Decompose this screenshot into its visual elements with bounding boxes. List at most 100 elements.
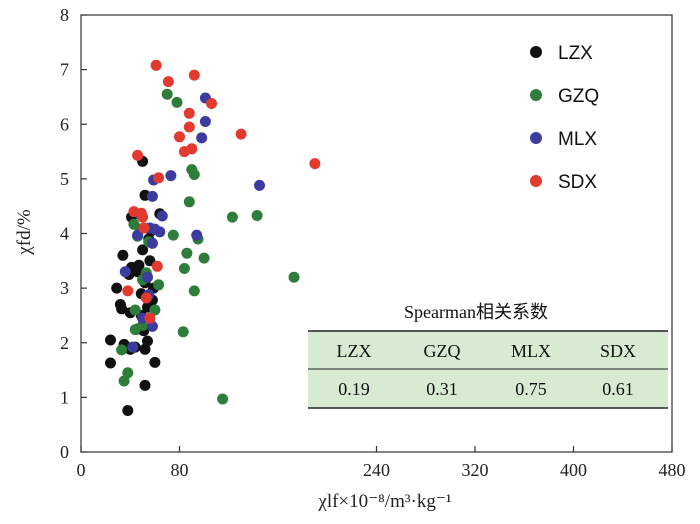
y-tick-label: 2 [60,333,69,353]
data-point-sdx [183,121,195,133]
data-point-gzq [153,279,165,291]
table-title: Spearman相关系数 [404,302,548,322]
data-point-sdx [150,59,162,71]
data-point-gzq [288,271,300,283]
data-point-sdx [235,128,247,140]
data-point-sdx [138,222,150,234]
data-point-mlx [127,341,139,353]
data-point-sdx [122,285,134,297]
x-tick-label: 0 [77,460,86,480]
legend-label-mlx: MLX [558,129,597,150]
table-header-sdx: SDX [600,341,636,361]
data-point-mlx [154,226,166,238]
data-point-sdx [144,312,156,324]
legend: LZX GZQ MLX SDX [530,43,599,193]
legend-item-sdx: SDX [530,172,597,193]
data-point-mlx [119,266,131,278]
data-point-sdx [132,149,144,161]
y-tick-label: 0 [60,442,69,462]
table-header-mlx: MLX [511,341,551,361]
data-point-sdx [151,260,163,272]
data-point-lzx [139,379,151,391]
x-tick-label: 480 [659,460,686,480]
data-point-gzq [226,211,238,223]
spearman-table: Spearman相关系数 LZX GZQ MLX SDX 0.19 0.31 0… [308,302,668,409]
data-point-sdx [309,158,321,170]
legend-marker-gzq [530,89,542,101]
data-point-gzq [198,252,210,264]
table-header-gzq: GZQ [424,341,461,361]
y-tick-label: 4 [60,224,69,244]
data-point-mlx [196,132,208,144]
data-point-sdx [183,107,195,119]
series-gzq [116,88,300,405]
data-point-sdx [188,69,200,81]
y-tick-label: 8 [60,5,69,25]
data-point-mlx [165,170,177,182]
data-point-mlx [156,210,168,222]
data-point-gzq [116,344,128,356]
legend-label-lzx: LZX [558,43,593,64]
x-axis-label: χlf×10⁻⁸/m³·kg⁻¹ [317,491,452,512]
legend-label-gzq: GZQ [558,86,599,107]
data-point-lzx [133,259,145,271]
data-point-gzq [177,326,189,338]
data-point-mlx [146,190,158,202]
data-point-lzx [117,249,129,261]
table-value-lzx: 0.19 [338,379,370,399]
x-tick-label: 320 [462,460,489,480]
data-point-gzq [129,304,141,316]
data-point-mlx [254,179,265,191]
data-point-mlx [132,229,144,241]
data-point-lzx [122,405,134,416]
legend-item-gzq: GZQ [530,86,599,107]
y-tick-label: 5 [60,169,69,189]
table-value-gzq: 0.31 [426,379,458,399]
table-value-sdx: 0.61 [602,379,634,399]
data-point-gzq [122,367,134,379]
data-points-layer [105,59,321,416]
data-point-mlx [191,229,203,241]
table-header-lzx: LZX [337,341,372,361]
legend-label-sdx: SDX [558,172,597,193]
legend-item-lzx: LZX [530,43,593,64]
data-point-sdx [153,172,165,184]
data-point-sdx [162,76,174,88]
legend-marker-sdx [530,175,542,187]
x-tick-label: 80 [171,460,189,480]
x-tick-label: 240 [363,460,390,480]
legend-marker-mlx [530,132,542,144]
data-point-gzq [181,247,193,259]
data-point-gzq [217,393,229,405]
axes-layer: 0 80 240 320 400 480 0 1 2 3 4 5 6 7 8 [60,5,686,480]
legend-marker-lzx [530,46,542,58]
y-tick-label: 3 [60,278,69,298]
data-point-gzq [149,304,161,316]
data-point-sdx [137,211,149,223]
data-point-gzq [251,210,263,221]
data-point-lzx [111,282,123,294]
data-point-gzq [118,375,130,387]
data-point-lzx [142,335,153,347]
data-point-sdx [206,98,217,109]
legend-item-mlx: MLX [530,129,597,150]
data-point-lzx [149,356,161,368]
y-tick-label: 6 [60,114,69,134]
y-tick-label: 1 [60,387,69,407]
data-point-sdx [186,143,198,155]
data-point-lzx [137,244,149,256]
y-tick-label: 7 [60,60,69,80]
data-point-lzx [105,357,116,369]
data-point-mlx [199,116,211,127]
data-point-sdx [140,292,152,304]
x-tick-label: 400 [560,460,587,480]
data-point-mlx [146,237,158,249]
table-value-mlx: 0.75 [515,379,547,399]
data-point-gzq [171,96,183,108]
data-point-gzq [161,88,173,100]
data-point-gzq [183,196,195,208]
data-point-sdx [174,131,185,143]
data-point-gzq [167,229,179,241]
y-axis-label: χfd/% [14,209,35,256]
